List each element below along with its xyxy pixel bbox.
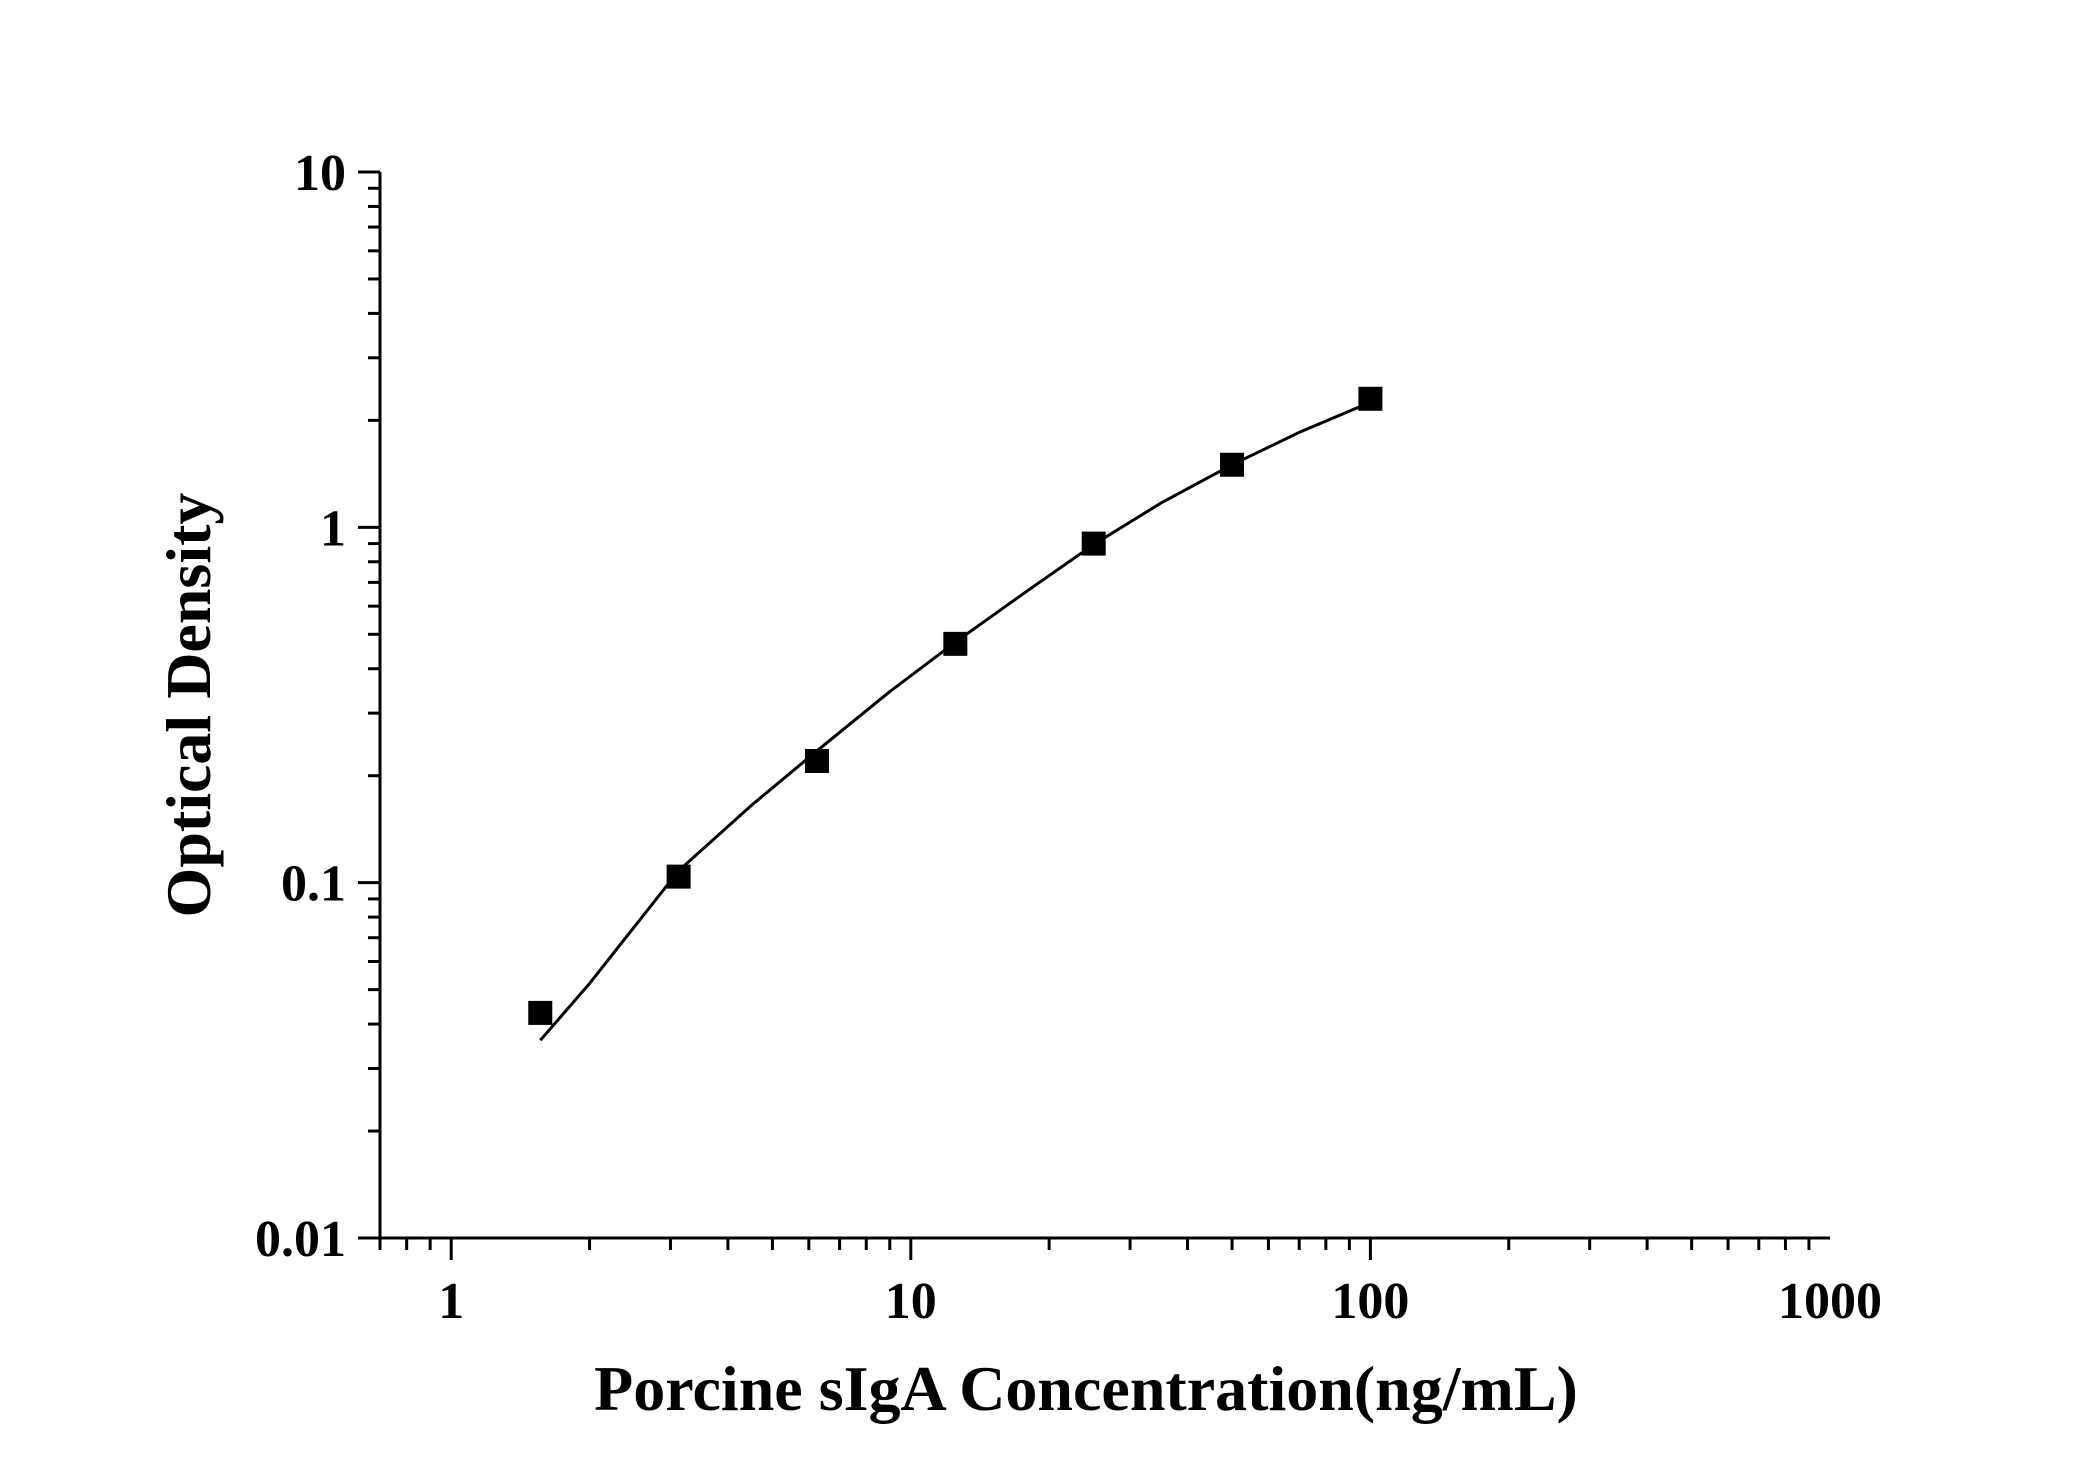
axis-labels: Porcine sIgA Concentration(ng/mL) Optica…: [153, 493, 1578, 1424]
x-tick-label: 10: [885, 1273, 937, 1330]
y-tick-label: 10: [294, 145, 346, 202]
y-tick-label: 0.01: [255, 1211, 346, 1268]
data-point: [943, 631, 968, 656]
data-point: [1220, 452, 1245, 477]
y-axis-label: Optical Density: [153, 493, 224, 918]
data-point: [804, 748, 829, 773]
x-tick-label: 1: [438, 1273, 464, 1330]
x-axis-label: Porcine sIgA Concentration(ng/mL): [594, 1353, 1578, 1424]
y-tick-label: 1: [320, 500, 346, 557]
axes: 1 10 100 1000 0.01 0.1 1 10: [255, 145, 1882, 1330]
data-point: [528, 1000, 553, 1025]
x-tick-label: 1000: [1778, 1273, 1882, 1330]
y-tick-label: 0.1: [281, 856, 346, 913]
data-points: [528, 386, 1383, 1025]
data-point: [1358, 386, 1383, 411]
data-point: [1081, 531, 1106, 556]
x-tick-label: 100: [1331, 1273, 1409, 1330]
data-point: [666, 864, 691, 889]
